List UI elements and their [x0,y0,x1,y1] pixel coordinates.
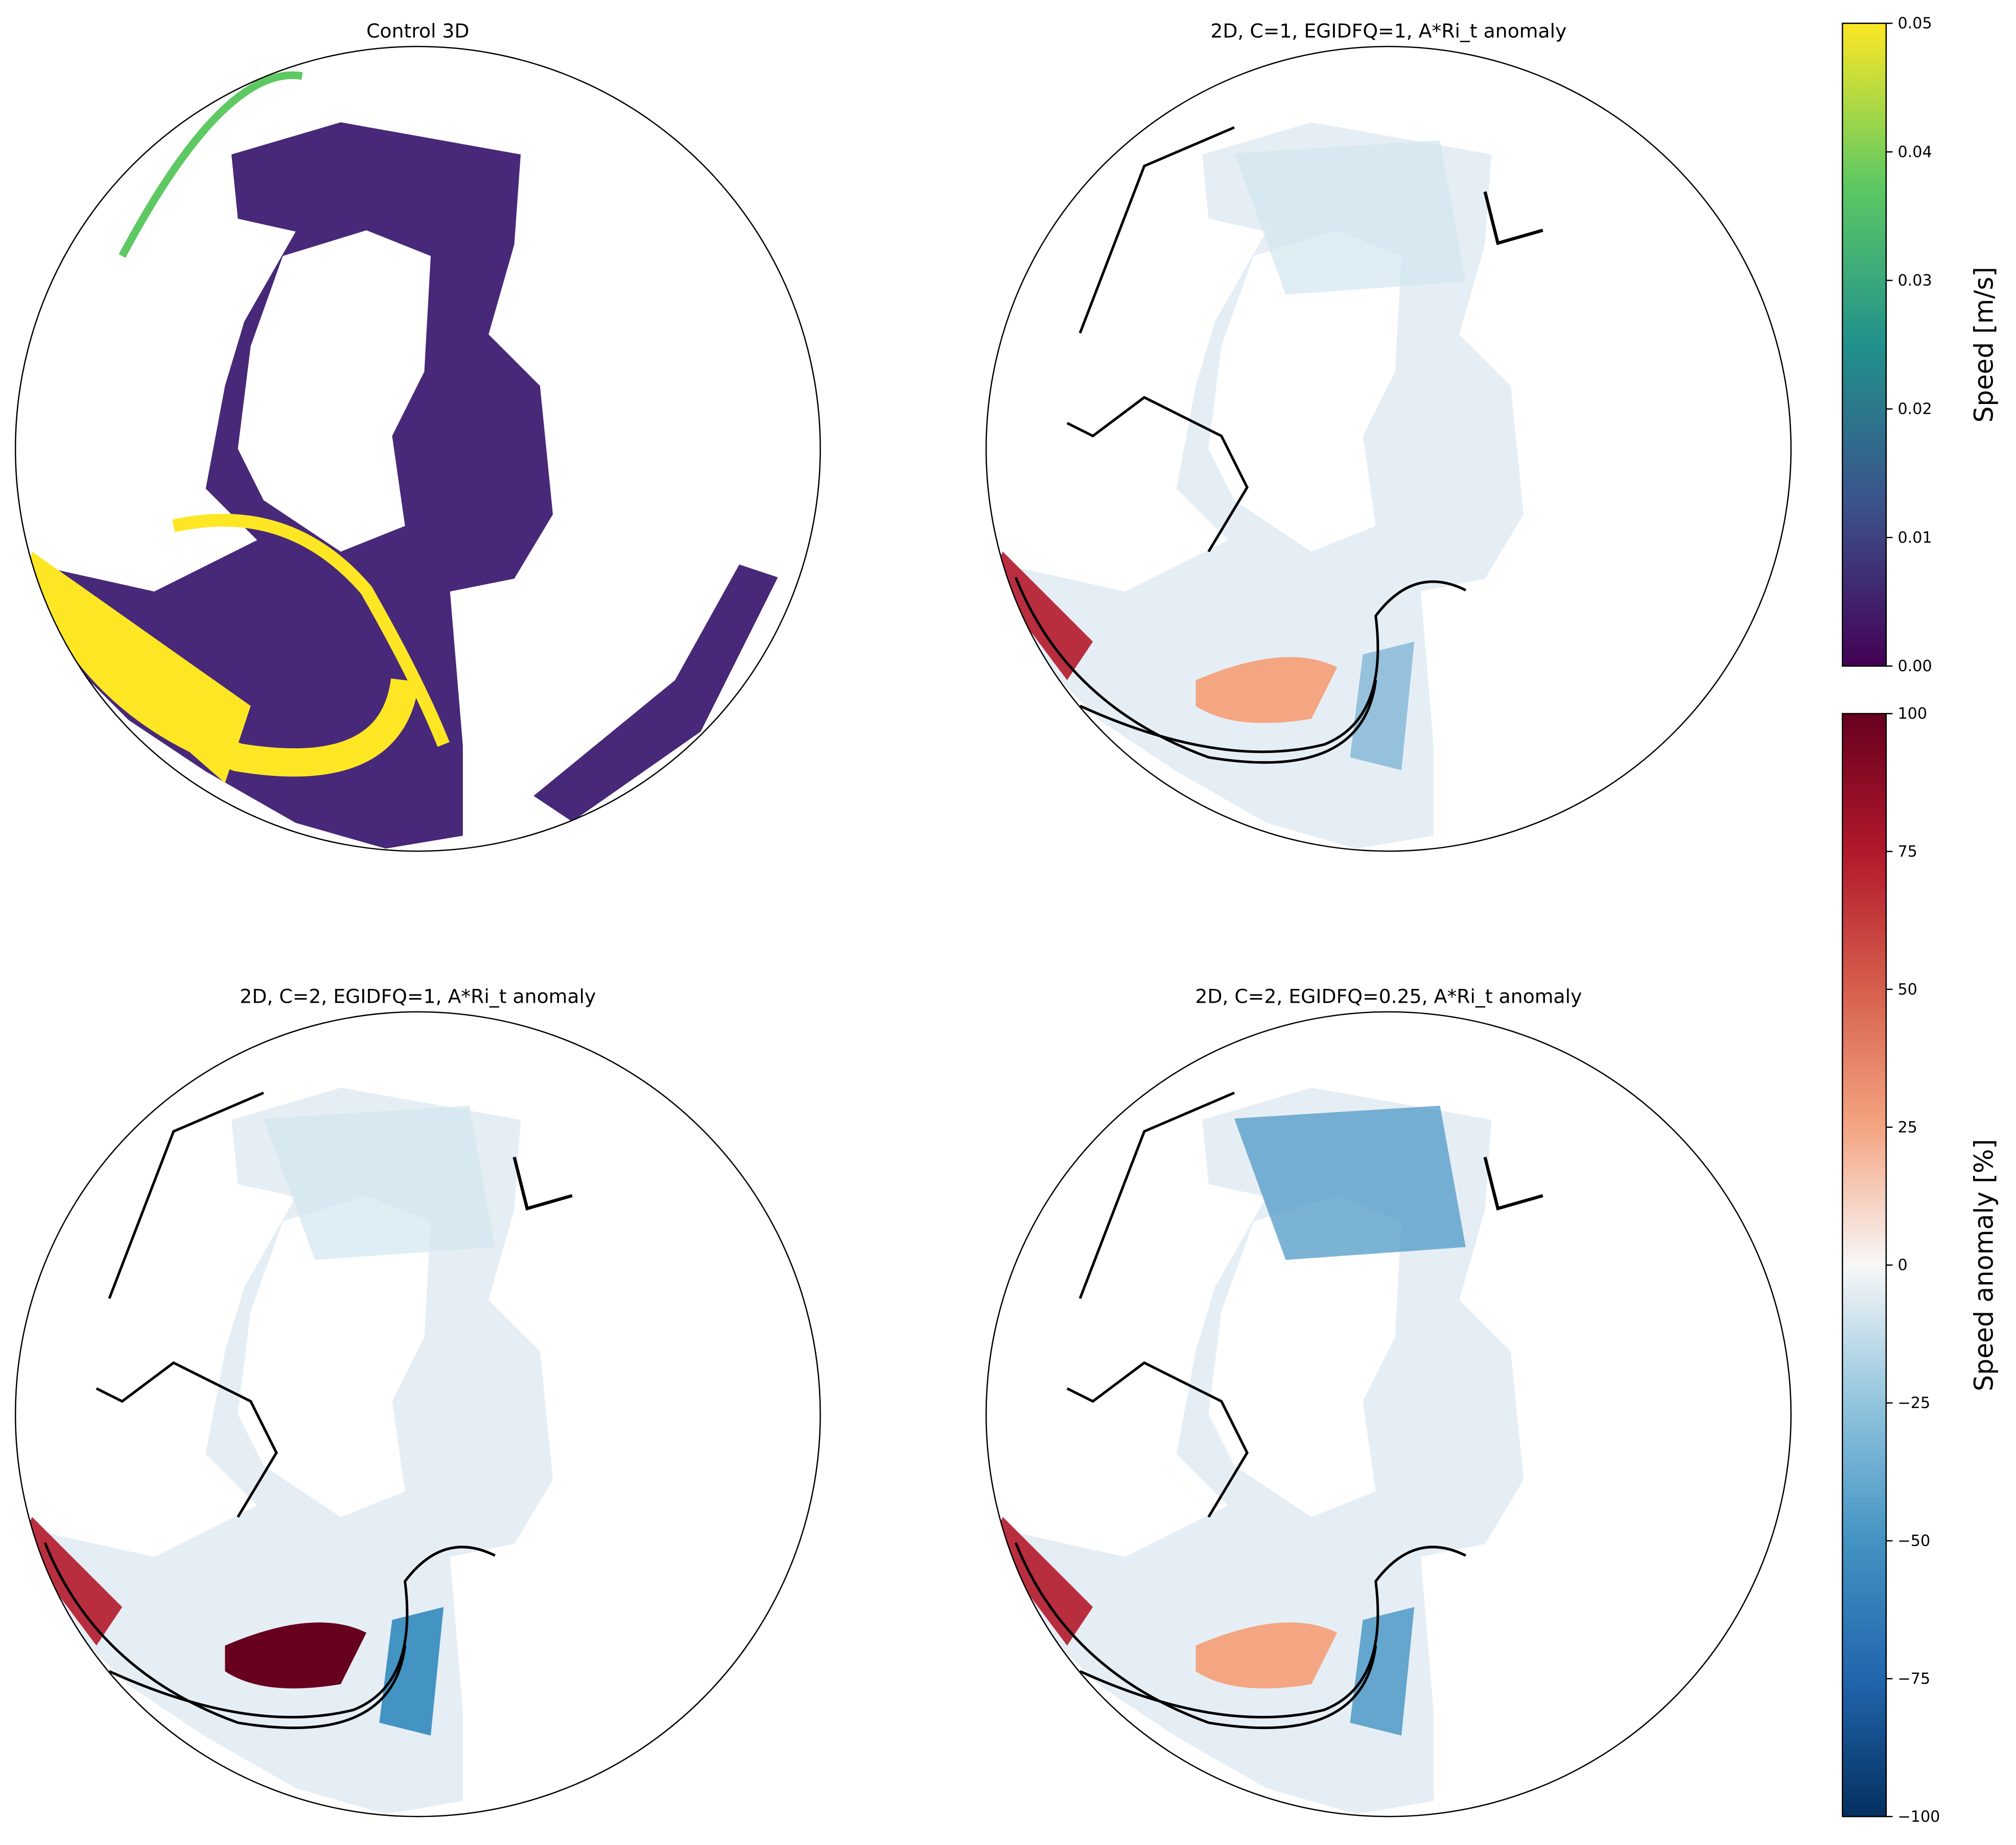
land-mask [1208,230,1402,552]
high-speed-band [19,551,251,783]
negative-anomaly [379,1607,444,1736]
colorbar-tick-label: 50 [1897,981,1917,999]
globe-outline [14,1011,821,1817]
contour-line [1079,1092,1235,1299]
colorbar-2: −100 −75 −50 −25 0 25 50 75 100 Speed anomaly [%] [1842,705,1999,1826]
map-panel-3: 2D, C=2, EGIDFQ=1, A*Ri_t anomaly [14,985,821,1817]
panel-title: Control 3D [366,19,469,42]
contour-line [1066,1361,1249,1518]
contour-line [43,1542,407,1730]
land-mask [238,230,431,552]
colorbar-label: Speed anomaly [%] [1969,1139,1999,1391]
contour-line [1079,1546,1467,1719]
land-mask [1208,1195,1402,1517]
colorbar-gradient [1842,713,1887,1817]
north-anomaly [263,1105,495,1260]
map-panel-2: 2D, C=1, EGIDFQ=1, A*Ri_t anomaly [985,19,1792,852]
contour-line [512,1156,573,1211]
colorbar-tick-label: 0.01 [1897,529,1932,547]
colorbar-tick-label: −50 [1897,1532,1930,1550]
contour-line [1066,396,1249,553]
north-anomaly [1234,1105,1466,1260]
contour-line [96,1361,278,1518]
panel-title: 2D, C=2, EGIDFQ=0.25, A*Ri_t anomaly [1195,985,1582,1007]
map-panel-1: Control 3D [14,19,821,852]
positive-anomaly [1195,1622,1338,1689]
map-panel-4: 2D, C=2, EGIDFQ=0.25, A*Ri_t anomaly [985,985,1792,1817]
negative-anomaly [1350,1607,1415,1736]
contour-line [1079,580,1467,753]
colorbar-tick-label: 0.04 [1897,143,1932,161]
colorbar-tick-label: 0.00 [1897,657,1932,675]
negative-anomaly [1350,642,1415,770]
colorbar-tick-label: 75 [1897,843,1917,861]
colorbar-tick-label: 0.02 [1897,400,1932,418]
colorbar-tick-label: 0.05 [1897,15,1932,33]
contour-line [1079,126,1235,334]
colorbar-label: Speed [m/s] [1969,267,1999,422]
colorbar-tick-label: −75 [1897,1670,1930,1688]
contour-line [1014,577,1377,764]
positive-anomaly [1195,657,1338,723]
colorbar-tick-label: 0.03 [1897,272,1932,290]
positive-anomaly [19,1517,123,1646]
globe-outline [985,1011,1792,1817]
globe-outline [14,45,821,852]
positive-anomaly [990,551,1093,680]
colorbar-1: 0.00 0.01 0.02 0.03 0.04 0.05 Speed [m/s] [1842,15,1999,675]
land-mask [238,1195,431,1517]
high-speed-band [172,513,450,747]
speed-field [533,564,778,822]
current-edge [119,71,303,258]
contour-line [1014,1542,1377,1730]
contour-line [1483,191,1543,245]
globe-outline [985,45,1792,852]
contour-line [108,1546,496,1719]
colorbar-gradient [1842,22,1887,667]
colorbar-tick-label: 25 [1897,1119,1917,1137]
north-anomaly [1234,140,1466,295]
contour-line [1483,1156,1543,1211]
panel-title: 2D, C=2, EGIDFQ=1, A*Ri_t anomaly [240,985,596,1007]
positive-anomaly [990,1517,1093,1646]
panel-title: 2D, C=1, EGIDFQ=1, A*Ri_t anomaly [1210,19,1566,42]
contour-line [108,1092,264,1299]
colorbar-tick-label: 0 [1897,1257,1907,1274]
positive-anomaly [225,1622,367,1689]
colorbar-tick-label: −100 [1897,1808,1940,1826]
colorbar-tick-label: 100 [1897,705,1927,723]
colorbar-tick-label: −25 [1897,1394,1930,1412]
